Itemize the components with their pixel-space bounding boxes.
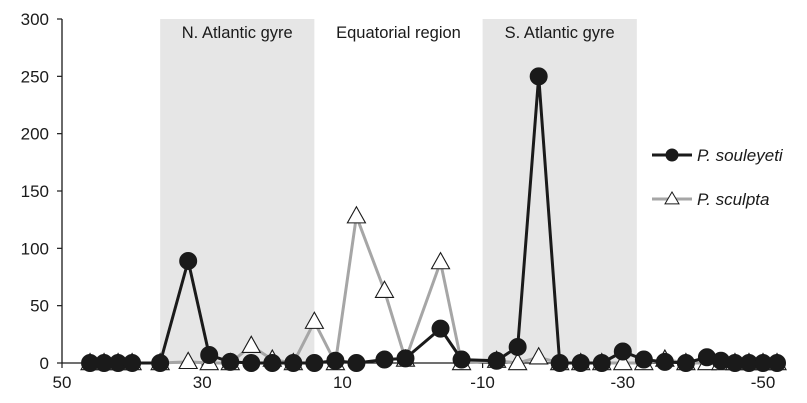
data-point — [179, 251, 198, 270]
legend-item: P. souleyeti — [652, 146, 784, 165]
data-point — [241, 335, 262, 354]
legend-marker — [664, 191, 680, 205]
data-point — [528, 346, 549, 365]
data-point — [200, 345, 219, 364]
data-point — [346, 205, 367, 224]
y-tick-label: 200 — [21, 125, 49, 144]
data-point — [431, 319, 450, 338]
x-tick-label: -30 — [611, 373, 636, 392]
series-line — [90, 74, 777, 365]
series-souleyeti — [81, 67, 787, 372]
data-point — [374, 280, 395, 298]
data-point — [613, 342, 632, 361]
legend-label: P. sculpta — [697, 190, 769, 209]
legend-item: P. sculpta — [652, 190, 769, 209]
y-tick-label: 300 — [21, 10, 49, 29]
y-tick-label: 0 — [40, 354, 49, 373]
data-point — [123, 354, 142, 372]
data-point — [487, 351, 506, 370]
x-tick-label: 50 — [53, 373, 72, 392]
region-band — [160, 19, 315, 363]
data-point — [676, 354, 695, 372]
region-band — [482, 19, 637, 363]
x-tick-label: -10 — [470, 373, 495, 392]
data-point — [529, 67, 548, 86]
data-point — [326, 351, 345, 370]
data-point — [508, 337, 527, 356]
data-point — [221, 352, 240, 371]
data-point — [634, 350, 653, 369]
region-label: Equatorial region — [336, 24, 461, 42]
data-point — [452, 350, 471, 369]
data-point — [396, 349, 415, 368]
data-point — [304, 311, 325, 329]
series-layer — [80, 67, 787, 372]
x-tick-label: 30 — [193, 373, 212, 392]
region-shading-layer: N. Atlantic gyre Equatorial region S. Atla… — [160, 19, 637, 363]
data-point — [768, 354, 787, 372]
data-point — [612, 352, 633, 371]
data-point — [284, 354, 303, 372]
data-point — [430, 251, 451, 270]
data-point — [571, 354, 590, 372]
y-tick-label: 250 — [21, 67, 49, 86]
data-point — [242, 354, 261, 372]
data-point — [507, 352, 528, 371]
legend-label: P. souleyeti — [697, 146, 784, 165]
legend-marker — [665, 148, 679, 162]
x-tick-label: 10 — [333, 373, 352, 392]
region-label: S. Atlantic gyre — [505, 24, 615, 42]
region-label: N. Atlantic gyre — [182, 24, 293, 42]
legend: P. souleyeti P. sculpta — [652, 146, 784, 209]
data-point — [305, 354, 324, 372]
data-point — [592, 354, 611, 372]
data-point — [347, 354, 366, 372]
data-point — [550, 354, 569, 372]
data-point — [263, 354, 282, 372]
series-line — [90, 214, 777, 365]
y-tick-label: 150 — [21, 182, 49, 201]
data-point — [151, 354, 170, 372]
y-tick-label: 100 — [21, 239, 49, 258]
x-tick-label: -50 — [751, 373, 776, 392]
data-point — [655, 352, 674, 371]
data-point — [375, 350, 394, 369]
data-point — [178, 351, 199, 370]
y-tick-label: 50 — [30, 297, 49, 316]
